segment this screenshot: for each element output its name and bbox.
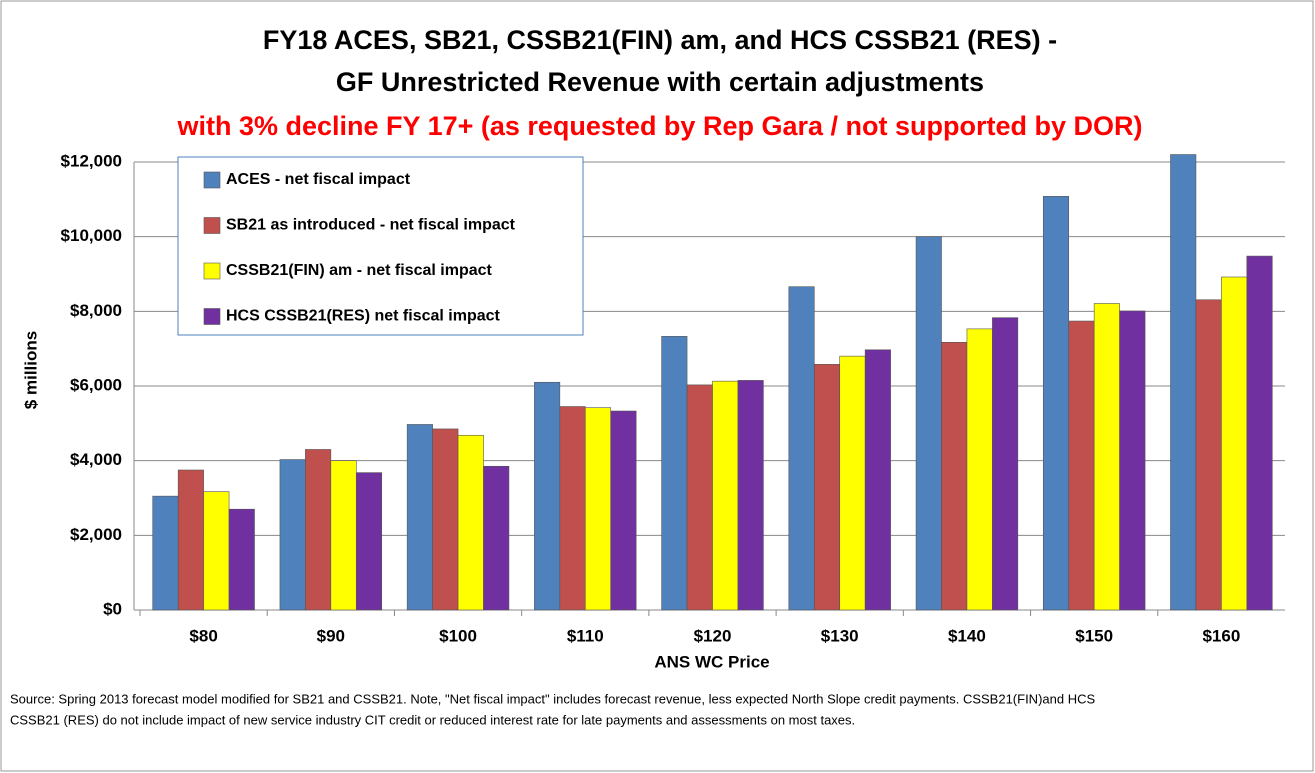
- x-tick-label: $100: [439, 626, 477, 645]
- x-tick-label: $120: [694, 626, 732, 645]
- bar: [1170, 154, 1197, 611]
- y-tick-label: $4,000: [70, 450, 122, 469]
- bar: [228, 508, 255, 611]
- bar: [712, 380, 739, 611]
- x-tick-label: $80: [189, 626, 217, 645]
- x-tick-label: $90: [317, 626, 345, 645]
- bar: [1068, 320, 1095, 611]
- bar: [610, 410, 637, 611]
- bar: [813, 364, 841, 611]
- chart-title: GF Unrestricted Revenue with certain adj…: [336, 67, 984, 97]
- bar: [432, 428, 459, 611]
- chart-subtitle: with 3% decline FY 17+ (as requested by …: [177, 111, 1143, 141]
- bar: [1119, 310, 1146, 611]
- bar: [839, 355, 866, 611]
- bar: [864, 349, 891, 611]
- source-note: CSSB21 (RES) do not include impact of ne…: [10, 712, 855, 727]
- y-tick-label: $6,000: [70, 375, 122, 394]
- legend-swatch: [203, 308, 221, 325]
- bar: [915, 236, 942, 611]
- bar: [305, 449, 332, 611]
- x-axis-label: ANS WC Price: [654, 652, 769, 671]
- bar: [203, 491, 230, 611]
- y-tick-label: $2,000: [70, 525, 122, 544]
- bar: [534, 381, 561, 611]
- bar: [661, 336, 688, 611]
- bar: [966, 328, 993, 611]
- x-tick-label: $110: [567, 626, 604, 645]
- bar: [279, 459, 306, 611]
- bar: [737, 380, 764, 611]
- bar: [559, 406, 586, 611]
- chart-title: FY18 ACES, SB21, CSSB21(FIN) am, and HCS…: [263, 25, 1057, 55]
- x-tick-label: $150: [1075, 626, 1113, 645]
- y-tick-label: $12,000: [61, 151, 122, 170]
- legend-swatch: [203, 171, 221, 189]
- bar: [584, 407, 612, 611]
- bar: [1221, 276, 1248, 611]
- x-tick-label: $160: [1202, 626, 1240, 645]
- bar: [941, 342, 968, 611]
- bar: [152, 495, 179, 611]
- legend-swatch: [203, 217, 221, 234]
- bar: [686, 384, 713, 611]
- legend-swatch: [203, 262, 221, 280]
- x-tick-label: $140: [948, 626, 986, 645]
- bar: [330, 460, 357, 611]
- bar: [788, 286, 815, 611]
- y-tick-label: $0: [103, 599, 122, 618]
- bar: [406, 424, 433, 611]
- bar: [1195, 299, 1222, 611]
- x-tick-label: $130: [821, 626, 859, 645]
- bar: [177, 469, 204, 611]
- legend-label: CSSB21(FIN) am - net fiscal impact: [226, 262, 493, 279]
- y-tick-label: $8,000: [70, 301, 122, 320]
- legend-box: [177, 156, 584, 336]
- bar: [355, 472, 383, 611]
- bar: [483, 465, 510, 611]
- bar: [1042, 196, 1070, 611]
- legend-label: SB21 as introduced - net fiscal impact: [226, 217, 516, 234]
- y-axis-label: $ millions: [21, 331, 40, 409]
- bar: [992, 317, 1019, 611]
- legend-label: HCS CSSB21(RES) net fiscal impact: [226, 308, 501, 325]
- y-tick-label: $10,000: [61, 226, 122, 245]
- legend-label: ACES - net fiscal impact: [226, 171, 411, 188]
- source-note: Source: Spring 2013 forecast model modif…: [10, 691, 1095, 706]
- bar: [1246, 255, 1273, 611]
- bar: [457, 434, 484, 611]
- bar: [1093, 303, 1120, 611]
